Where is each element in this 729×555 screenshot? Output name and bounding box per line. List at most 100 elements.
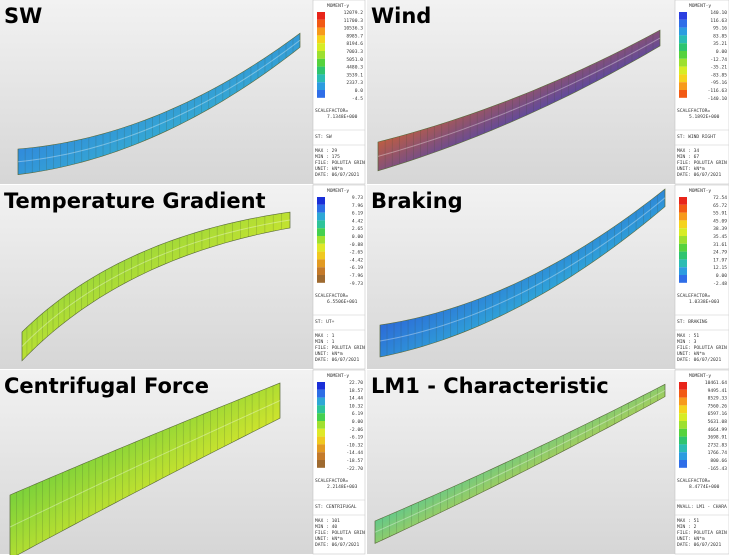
legend-info: DATE: 06/07/2021	[677, 357, 721, 363]
legend-value: 7.96	[352, 203, 363, 209]
legend-info: SCALEFACTOR=	[315, 293, 348, 299]
legend-info: MAX : 34	[677, 148, 699, 154]
beam	[377, 29, 661, 172]
legend-value: 0.00	[352, 234, 363, 240]
legend-swatch	[679, 436, 687, 445]
legend-info: MIN : 40	[315, 524, 337, 530]
viewport-bg	[0, 185, 313, 369]
legend-info: MAX : 1	[315, 333, 335, 339]
legend-info: 5.1892E+000	[689, 114, 720, 120]
legend-value: 8985.7	[346, 33, 363, 39]
legend-swatch	[317, 389, 325, 398]
legend-swatch	[679, 267, 687, 275]
legend-swatch	[679, 428, 687, 437]
legend-value: 800.66	[710, 458, 727, 464]
legend-value: 12.15	[713, 265, 727, 271]
legend-info: MIN : 175	[315, 154, 340, 160]
legend-value: -2.48	[713, 281, 727, 287]
legend-swatch	[317, 428, 325, 437]
legend-swatch	[679, 236, 687, 244]
legend-swatch	[679, 27, 687, 36]
panel-title: SW	[4, 4, 42, 28]
legend-swatch	[679, 382, 687, 390]
legend-value: 22.70	[349, 380, 363, 386]
legend-value: 0.00	[716, 273, 727, 279]
legend-swatch	[317, 267, 325, 275]
legend-swatch	[317, 452, 325, 460]
legend-info: DATE: 06/07/2021	[315, 172, 359, 178]
legend-value: -18.57	[346, 458, 363, 464]
panel-title: Temperature Gradient	[4, 189, 266, 213]
legend-info: SCALEFACTOR=	[677, 293, 710, 299]
legend-value: 6.19	[352, 211, 363, 217]
beam	[374, 383, 666, 544]
legend-value: 2.65	[352, 226, 363, 232]
legend-swatch	[317, 51, 325, 59]
legend-swatch	[317, 382, 325, 390]
legend-value: 0.0	[355, 88, 364, 94]
legend-swatch	[679, 421, 687, 429]
legend-info: MAX : 101	[315, 518, 340, 524]
legend-swatch	[679, 243, 687, 252]
legend-heading: MOMENT-y	[327, 3, 349, 9]
legend-info: 2.2148E+003	[327, 484, 358, 490]
legend-swatch	[317, 405, 325, 414]
legend-swatch	[679, 413, 687, 421]
legend-info: FILE: POLUTIA GRIN	[315, 345, 365, 351]
legend-value: 10536.3	[344, 26, 364, 32]
legend-info: MAX : 51	[677, 518, 699, 524]
legend-heading: MOMENT-y	[689, 3, 711, 9]
legend-swatch	[679, 251, 687, 260]
legend-swatch	[679, 405, 687, 414]
legend-value: -140.10	[708, 96, 728, 102]
legend-value: 11700.3	[344, 18, 364, 24]
legend-info: SCALEFACTOR=	[677, 108, 710, 114]
legend-info: MVALL: LM1 - CHARA	[677, 504, 727, 510]
legend-value: 31.61	[713, 242, 727, 248]
legend-swatch	[317, 212, 325, 221]
legend-value: 35.21	[713, 41, 727, 47]
legend-value: -10.32	[346, 442, 363, 448]
beam	[17, 32, 301, 175]
legend-heading: MOMENT-y	[327, 373, 349, 379]
legend-value: -2.65	[349, 250, 363, 256]
mesh-line	[9, 400, 281, 528]
legend-swatch	[679, 212, 687, 221]
legend-swatch	[679, 43, 687, 51]
legend-info: UNIT: kN*m	[315, 536, 343, 542]
legend-info: MIN : 2	[677, 524, 697, 530]
legend-swatch	[679, 35, 687, 44]
panel-title: Centrifugal Force	[4, 374, 209, 398]
legend-value: 3698.91	[708, 435, 728, 441]
mesh-line	[377, 37, 661, 157]
legend-info: FILE: POLUTIA GRIN	[677, 530, 727, 536]
legend-swatch	[317, 204, 325, 213]
legend-value: 24.79	[713, 250, 727, 256]
panel-title: Braking	[371, 189, 463, 213]
legend-swatch	[317, 275, 325, 283]
legend-swatch	[317, 66, 325, 75]
legend-swatch	[317, 35, 325, 44]
legend-swatch	[317, 460, 325, 468]
legend-info: MAX : 29	[315, 148, 337, 154]
legend-value: 83.85	[713, 33, 727, 39]
mesh-line	[379, 197, 666, 342]
legend-info: UNIT: kN*m	[315, 166, 343, 172]
legend-value: 9495.41	[708, 388, 728, 394]
legend-info: MIN : 1	[315, 339, 335, 345]
legend-heading: MOMENT-y	[689, 188, 711, 194]
legend-swatch	[679, 228, 687, 236]
legend-info: UNIT: kN*m	[677, 351, 705, 357]
legend-value: 12079.2	[344, 10, 364, 16]
legend-value: -35.21	[710, 65, 727, 71]
legend-value: 9.73	[352, 195, 363, 201]
legend-value: 7560.26	[708, 403, 728, 409]
legend-value: 2337.3	[346, 80, 363, 86]
legend-swatch	[317, 197, 325, 205]
legend-info: ST: BRAKING	[677, 319, 708, 325]
legend-value: -83.85	[710, 72, 727, 78]
